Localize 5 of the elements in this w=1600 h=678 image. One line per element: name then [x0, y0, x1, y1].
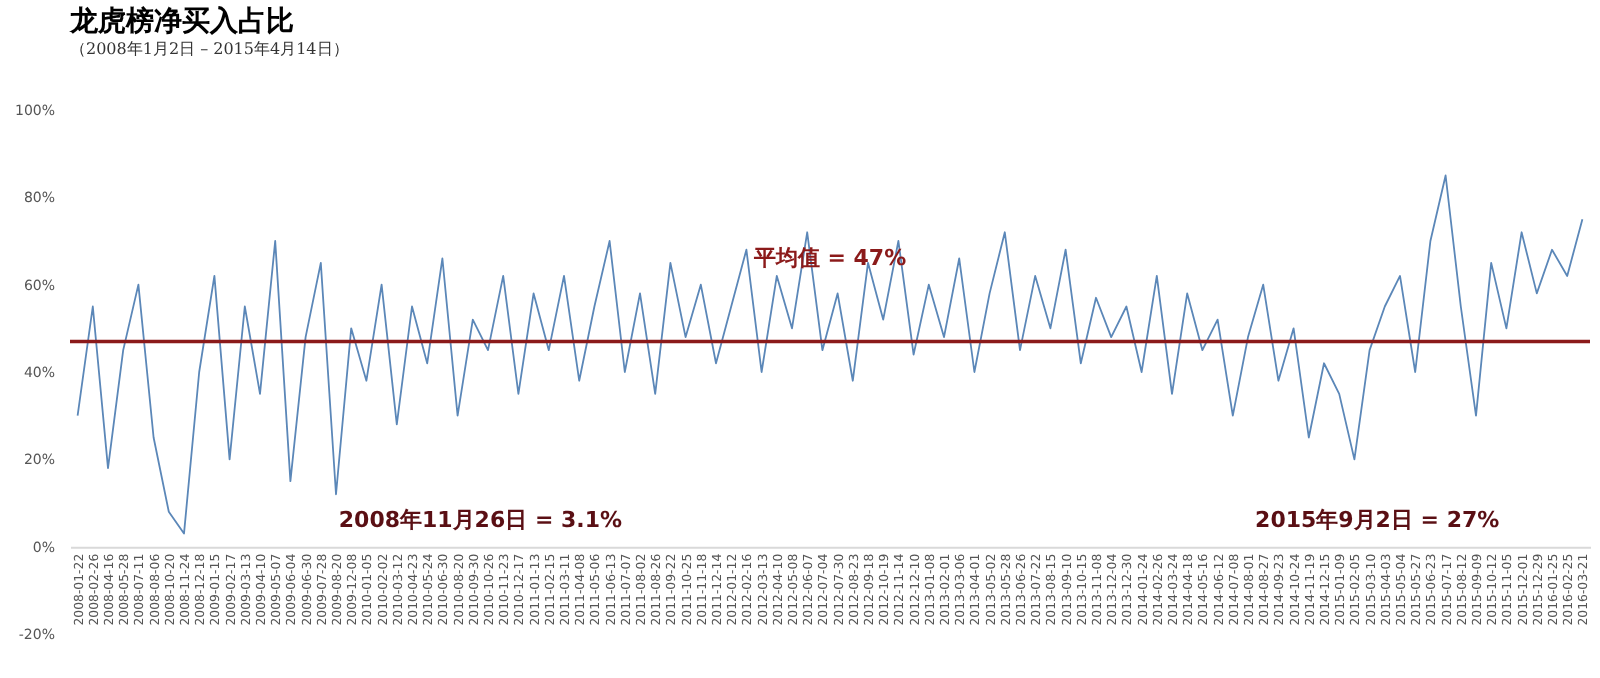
chart-title: 龙虎榜净买入占比	[68, 4, 294, 38]
annotation: 2008年11月26日 = 3.1%	[338, 506, 623, 533]
annotation: 2015年9月2日 = 27%	[1255, 506, 1500, 533]
chart-subtitle: （2008年1月2日 – 2015年4月14日）	[70, 40, 349, 58]
line-series	[76, 174, 1584, 535]
